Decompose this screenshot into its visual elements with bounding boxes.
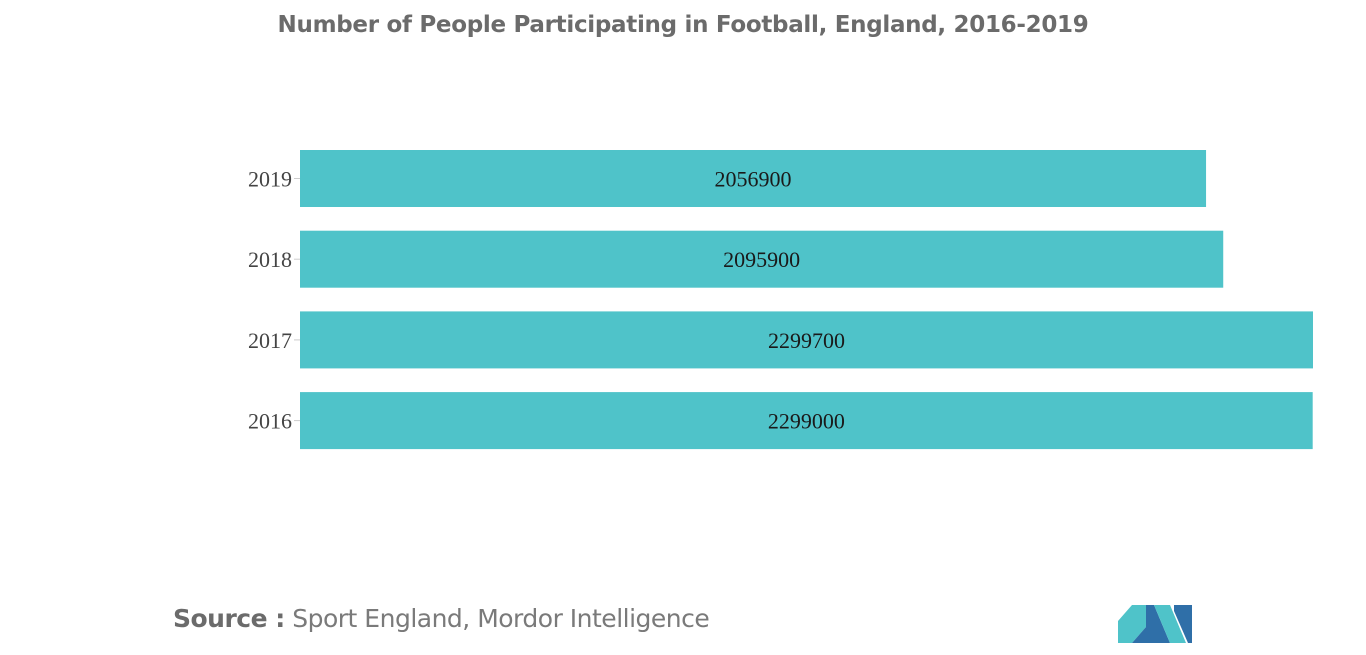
bar-2017 [300,311,1313,369]
bar-2016 [300,392,1313,450]
bar-value-label: 2299700 [768,328,845,353]
bar-value-label: 2095900 [723,247,800,272]
bar-2018 [300,230,1224,288]
source-prefix: Source : [173,604,285,633]
source-note: Source : Sport England, Mordor Intellige… [173,604,710,633]
source-text: Sport England, Mordor Intelligence [292,604,710,633]
bar-value-label: 2056900 [715,167,792,192]
bar-value-label: 2299000 [768,409,845,434]
y-tick-label: 2019 [248,167,292,192]
y-tick-label: 2016 [248,409,292,434]
y-tick-label: 2017 [248,328,292,353]
chart-title: Number of People Participating in Footba… [277,12,1089,38]
y-tick-label: 2018 [248,247,292,272]
mordor-intelligence-logo-icon [1118,605,1192,643]
bar-2019 [300,150,1207,207]
